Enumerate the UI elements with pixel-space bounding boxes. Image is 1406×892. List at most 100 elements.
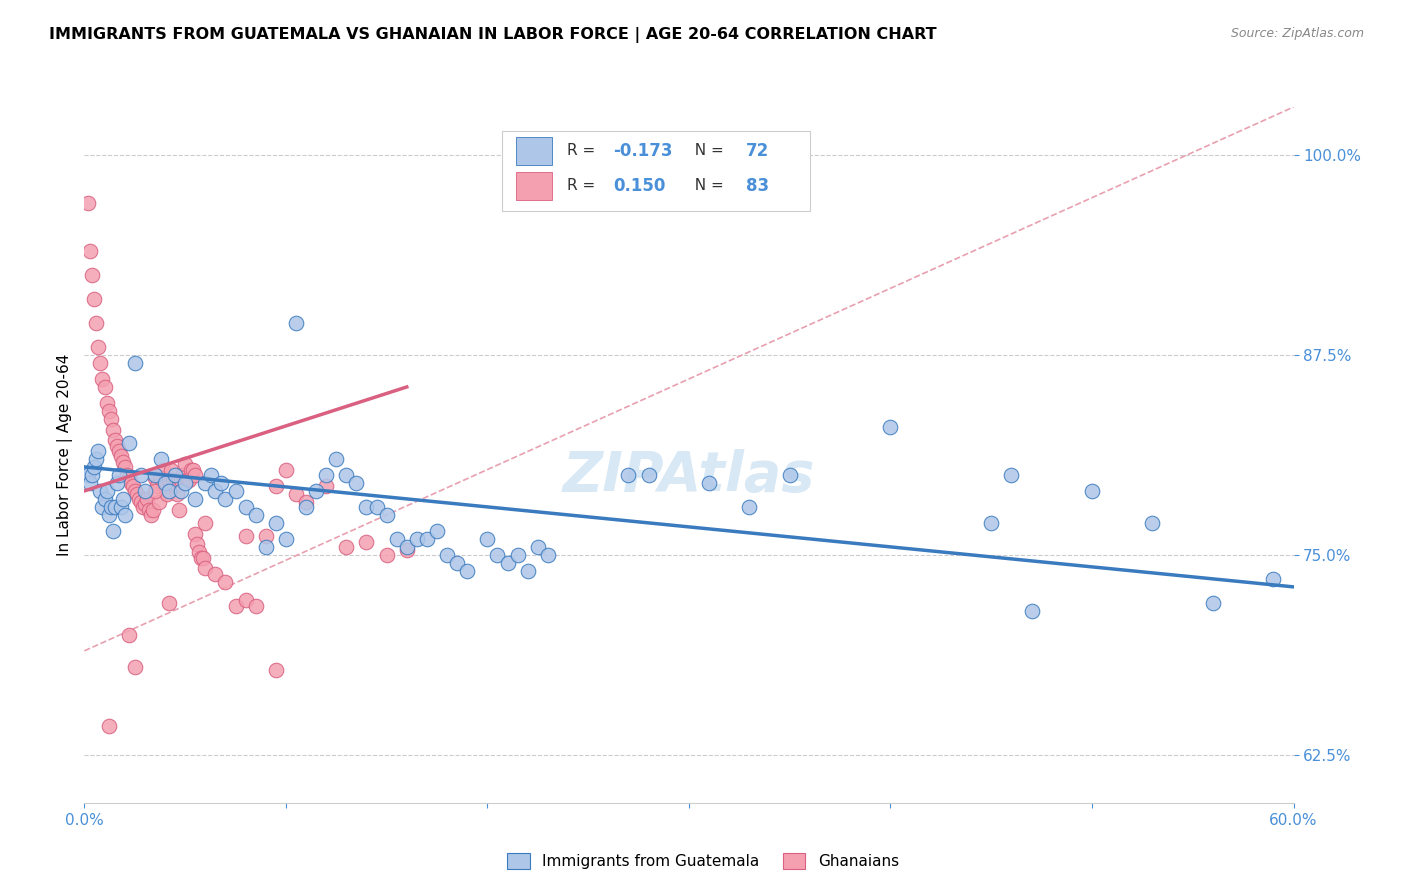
- Point: [305, 483, 328, 498]
- Point: [139, 508, 162, 522]
- Legend: Immigrants from Guatemala, Ghanaians: Immigrants from Guatemala, Ghanaians: [501, 847, 905, 875]
- Point: [235, 592, 257, 607]
- Point: [184, 527, 207, 541]
- Point: [142, 503, 165, 517]
- Point: [149, 471, 172, 485]
- Text: R =: R =: [567, 178, 600, 194]
- Text: ZIPAtlas: ZIPAtlas: [562, 449, 815, 503]
- Point: [93, 380, 115, 394]
- Point: [124, 356, 146, 370]
- Point: [107, 467, 129, 482]
- Point: [83, 459, 105, 474]
- Point: [264, 479, 287, 493]
- Point: [157, 473, 180, 487]
- Point: [93, 491, 115, 506]
- Point: [235, 500, 257, 514]
- Point: [245, 508, 267, 522]
- Point: [172, 467, 194, 482]
- Point: [617, 467, 640, 482]
- Point: [170, 473, 193, 487]
- Point: [395, 543, 418, 558]
- Point: [516, 564, 538, 578]
- Point: [153, 475, 176, 490]
- Point: [335, 467, 357, 482]
- Point: [295, 495, 318, 509]
- Point: [91, 500, 114, 514]
- Point: [204, 567, 226, 582]
- Point: [128, 491, 150, 506]
- FancyBboxPatch shape: [516, 172, 553, 200]
- Point: [97, 404, 120, 418]
- Point: [346, 475, 368, 490]
- Point: [375, 508, 398, 522]
- Point: [124, 660, 146, 674]
- Point: [118, 471, 141, 485]
- Point: [134, 483, 156, 498]
- Point: [235, 529, 257, 543]
- Point: [79, 244, 101, 258]
- Point: [100, 500, 122, 514]
- Point: [1202, 596, 1225, 610]
- Point: [111, 491, 134, 506]
- Point: [162, 473, 184, 487]
- Point: [86, 451, 108, 466]
- Point: [165, 479, 187, 493]
- Point: [188, 544, 211, 558]
- Point: [1263, 572, 1285, 586]
- Point: [194, 516, 217, 530]
- FancyBboxPatch shape: [516, 137, 553, 165]
- Point: [101, 423, 124, 437]
- Point: [295, 500, 318, 514]
- Point: [274, 463, 297, 477]
- Point: [157, 483, 180, 498]
- Point: [111, 455, 134, 469]
- Point: [180, 463, 202, 477]
- Point: [1000, 467, 1022, 482]
- Point: [284, 316, 308, 330]
- Point: [79, 475, 101, 490]
- Point: [477, 532, 499, 546]
- Text: -0.173: -0.173: [613, 142, 672, 160]
- Point: [143, 471, 166, 485]
- Point: [779, 884, 801, 892]
- Point: [82, 467, 104, 482]
- Point: [446, 556, 468, 570]
- Point: [200, 467, 222, 482]
- Point: [406, 532, 429, 546]
- Point: [135, 491, 157, 506]
- Point: [194, 560, 217, 574]
- Point: [165, 467, 187, 482]
- Point: [325, 451, 347, 466]
- Point: [385, 532, 408, 546]
- Point: [214, 575, 236, 590]
- FancyBboxPatch shape: [502, 131, 810, 211]
- Point: [416, 532, 439, 546]
- Point: [204, 483, 226, 498]
- Point: [82, 268, 104, 282]
- Point: [190, 551, 212, 566]
- Point: [214, 491, 236, 506]
- Point: [105, 475, 128, 490]
- Point: [181, 463, 204, 477]
- Point: [537, 548, 560, 562]
- Y-axis label: In Labor Force | Age 20-64: In Labor Force | Age 20-64: [58, 354, 73, 556]
- Point: [174, 457, 197, 471]
- Point: [315, 479, 337, 493]
- Point: [96, 483, 118, 498]
- Point: [170, 483, 193, 498]
- Point: [156, 487, 179, 501]
- Point: [167, 503, 190, 517]
- Point: [77, 467, 100, 482]
- Point: [129, 495, 152, 509]
- Point: [264, 663, 287, 677]
- Text: 83: 83: [745, 177, 769, 194]
- Point: [225, 599, 247, 613]
- Point: [121, 479, 143, 493]
- Point: [83, 292, 105, 306]
- Point: [96, 396, 118, 410]
- Point: [486, 548, 509, 562]
- Point: [193, 551, 215, 566]
- Point: [105, 439, 128, 453]
- Point: [104, 500, 127, 514]
- Text: N =: N =: [685, 178, 728, 194]
